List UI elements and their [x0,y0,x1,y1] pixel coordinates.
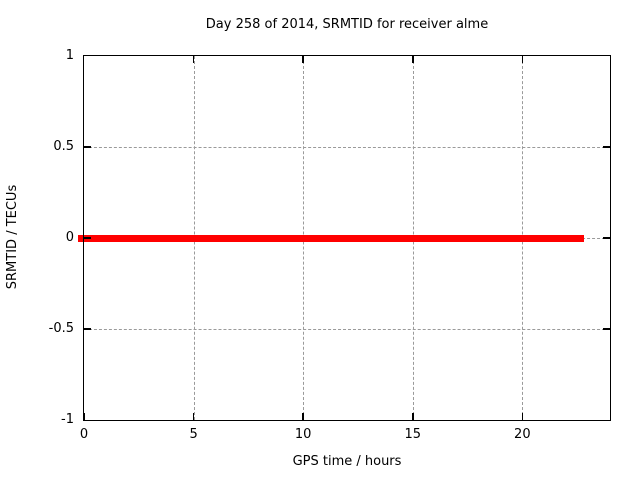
x-tick-mark [521,56,524,63]
x-tick-mark [302,56,304,63]
chart-title: Day 258 of 2014, SRMTID for receiver alm… [205,17,489,32]
series-line-srmtid [78,234,584,242]
x-axis-label: GPS time / hours [292,454,402,469]
y-tick-label: 0 [65,230,74,245]
x-tick-label: 5 [189,427,198,442]
y-axis-label: SRMTID / TECUs [5,184,20,290]
y-tick-mark [84,328,91,330]
x-tick-mark [412,413,414,420]
y-tick-mark [603,328,610,330]
x-tick-mark [521,413,524,420]
y-tick-mark [84,237,91,239]
y-tick-label: -0.5 [48,321,74,336]
x-tick-label: 20 [514,427,531,442]
y-tick-mark [603,146,610,148]
y-tick-label: 0.5 [53,139,74,154]
y-tick-label: 1 [65,48,74,63]
x-tick-mark [302,413,304,420]
x-tick-label: 10 [294,427,312,442]
x-tick-label: 15 [404,427,422,442]
y-tick-label: -1 [61,412,74,427]
plot-area: 0 5 10 15 20 1 0.5 0 -0.5 -1 [49,49,611,442]
grid-line-horizontal [84,147,610,148]
x-tick-mark [192,413,195,420]
x-tick-mark [83,413,85,420]
grid-line-horizontal [84,329,610,330]
x-tick-mark [192,56,195,63]
y-tick-mark [603,237,610,239]
y-tick-mark [84,146,91,148]
x-tick-mark [412,56,414,63]
x-tick-label: 0 [79,427,89,442]
